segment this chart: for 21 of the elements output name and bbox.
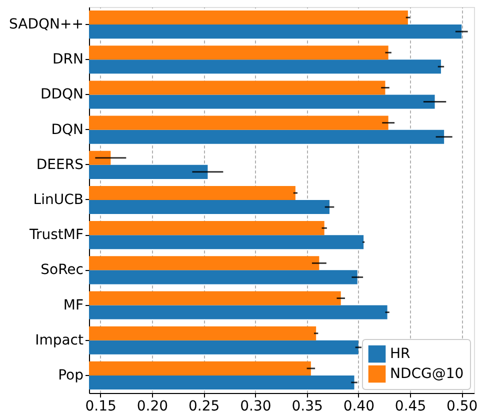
- y-tick-label: DDQN: [40, 86, 84, 103]
- y-tick-label: SoRec: [40, 262, 84, 278]
- y-tick-label: LinUCB: [33, 192, 84, 208]
- x-tick-label: 0.40: [343, 398, 374, 414]
- legend-label: HR: [390, 346, 411, 362]
- y-tick-label: Pop: [58, 367, 84, 384]
- x-tick-label: 0.25: [188, 398, 220, 414]
- y-tick-label: SADQN++: [9, 16, 84, 33]
- y-tick-label: DQN: [51, 122, 84, 138]
- x-tick-label: 0.45: [394, 398, 426, 414]
- x-tick-label: 0.15: [85, 398, 116, 414]
- x-tick-label: 0.35: [292, 398, 323, 414]
- x-tick-label: 0.20: [136, 398, 168, 414]
- y-tick-label: DEERS: [36, 156, 84, 173]
- x-tick-label: 0.30: [240, 398, 272, 414]
- legend-label: NDCG@10: [390, 366, 464, 382]
- y-tick-label: MF: [63, 297, 84, 314]
- y-tick-label: Impact: [35, 332, 84, 348]
- x-tick-label: 0.50: [446, 398, 478, 414]
- y-tick-label: TrustMF: [28, 227, 84, 244]
- y-tick-label: DRN: [52, 52, 84, 68]
